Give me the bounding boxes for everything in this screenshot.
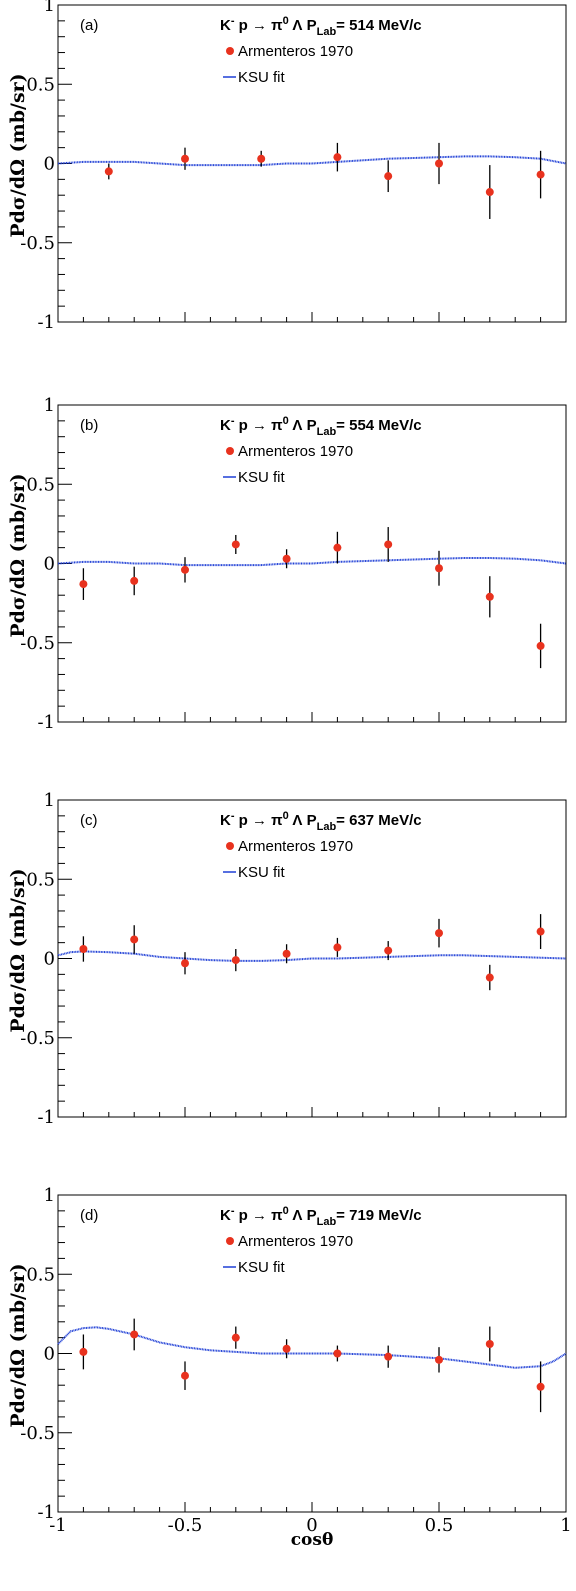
- y-axis-label: Pdσ/dΩ (mb/sr): [7, 473, 29, 637]
- legend-entry: Armenteros 1970: [238, 838, 353, 855]
- y-tick-label: -0.5: [20, 1028, 55, 1049]
- data-point: [384, 946, 393, 955]
- panel-label: (b): [80, 417, 98, 434]
- data-point: [435, 564, 443, 573]
- data-point: [181, 959, 189, 968]
- y-tick-label: 0: [44, 554, 55, 575]
- data-point: [130, 576, 139, 585]
- legend-entry: Armenteros 1970: [238, 43, 353, 60]
- series-line-ksu-fit: [57, 1326, 567, 1369]
- y-tick-label: -1: [37, 1502, 55, 1523]
- x-tick-label: 1: [560, 1515, 571, 1536]
- chart-panel-3: -1 -0.5 0 0.5 1 -1 -0.5 0 0.5 1 cosθ Pdσ/dΩ (mb/sr)…: [7, 1185, 572, 1550]
- legend-entry: KSU fit: [238, 864, 286, 881]
- reaction-label: K- p → π0 Λ PLab= 637 MeV/c: [220, 810, 422, 833]
- y-tick-label: 0.5: [26, 474, 55, 495]
- data-point: [282, 554, 291, 563]
- y-axis-label: Pdσ/dΩ (mb/sr): [7, 868, 29, 1032]
- data-point: [79, 580, 88, 589]
- data-point: [79, 1347, 88, 1356]
- reaction-label: K- p → π0 Λ PLab= 514 MeV/c: [220, 15, 422, 38]
- y-tick-label: 0: [44, 949, 55, 970]
- data-point: [130, 1330, 139, 1339]
- y-tick-label: -0.5: [20, 633, 55, 654]
- data-point: [181, 1371, 189, 1380]
- legend-marker: [226, 447, 234, 455]
- legend-entry: KSU fit: [238, 69, 286, 86]
- data-point: [485, 1339, 494, 1348]
- data-point: [536, 1382, 545, 1391]
- data-point: [130, 935, 139, 944]
- y-tick-label: -1: [37, 312, 55, 333]
- y-tick-label: 1: [44, 0, 55, 16]
- data-point: [231, 1333, 240, 1342]
- data-point: [231, 540, 240, 549]
- data-point: [485, 973, 494, 982]
- legend-marker: [226, 47, 234, 55]
- x-tick-label: -1: [49, 1515, 67, 1536]
- data-point: [435, 1355, 443, 1364]
- y-tick-label: -1: [37, 712, 55, 733]
- y-tick-label: 0: [44, 1344, 55, 1365]
- y-tick-label: 1: [44, 395, 55, 416]
- reaction-label: K- p → π0 Λ PLab= 554 MeV/c: [220, 415, 422, 438]
- data-point: [384, 172, 393, 181]
- legend-entry: Armenteros 1970: [238, 1233, 353, 1250]
- y-tick-label: -1: [37, 1107, 55, 1128]
- data-point: [104, 167, 113, 176]
- y-tick-label: 0.5: [26, 74, 55, 95]
- legend-entry: KSU fit: [238, 1259, 286, 1276]
- data-point: [181, 154, 189, 163]
- y-tick-label: 0.5: [26, 1264, 55, 1285]
- data-point: [282, 949, 291, 958]
- data-point: [536, 170, 545, 179]
- y-axis-label: Pdσ/dΩ (mb/sr): [7, 73, 29, 237]
- series-line-ksu-fit: [57, 557, 567, 567]
- y-tick-label: -0.5: [20, 233, 55, 254]
- data-point: [333, 1349, 342, 1358]
- data-point: [435, 929, 443, 938]
- y-tick-label: -0.5: [20, 1423, 55, 1444]
- x-tick-label: 0: [306, 1515, 317, 1536]
- panel-label: (d): [80, 1207, 98, 1224]
- legend-entry: Armenteros 1970: [238, 443, 353, 460]
- y-tick-label: 0: [44, 154, 55, 175]
- data-point: [333, 943, 342, 952]
- data-point: [485, 592, 494, 601]
- chart-panel-1: -1 -0.5 0 0.5 1 Pdσ/dΩ (mb/sr) (b) K- p → π0 Λ …: [7, 395, 567, 733]
- reaction-label: K- p → π0 Λ PLab= 719 MeV/c: [220, 1205, 422, 1228]
- data-point: [536, 927, 545, 936]
- y-axis-label: Pdσ/dΩ (mb/sr): [7, 1263, 29, 1427]
- y-tick-label: 1: [44, 790, 55, 811]
- panel-label: (a): [80, 17, 98, 34]
- chart-panel-2: -1 -0.5 0 0.5 1 Pdσ/dΩ (mb/sr) (c) K- p → π0 Λ …: [7, 790, 567, 1128]
- data-point: [435, 159, 443, 168]
- y-tick-label: 1: [44, 1185, 55, 1206]
- panel-label: (c): [80, 812, 98, 829]
- x-tick-label: 0.5: [425, 1515, 454, 1536]
- y-tick-label: 0.5: [26, 869, 55, 890]
- data-point: [485, 188, 494, 197]
- x-tick-label: -0.5: [168, 1515, 203, 1536]
- data-point: [79, 944, 88, 953]
- data-point: [282, 1344, 291, 1353]
- data-point: [231, 956, 240, 965]
- series-line-ksu-fit: [57, 950, 567, 962]
- data-point: [384, 540, 393, 549]
- data-point: [384, 1352, 393, 1361]
- chart-panel-0: -1 -0.5 0 0.5 1 Pdσ/dΩ (mb/sr) (a) K- p → π0 Λ …: [7, 0, 567, 333]
- x-axis-label: cosθ: [291, 1530, 334, 1550]
- data-point: [181, 565, 189, 574]
- legend-marker: [226, 1237, 234, 1245]
- data-point: [536, 641, 545, 650]
- series-line-ksu-fit: [57, 155, 567, 167]
- data-point: [333, 153, 342, 162]
- data-point: [333, 543, 342, 552]
- legend-marker: [226, 842, 234, 850]
- data-point: [257, 154, 266, 163]
- legend-entry: KSU fit: [238, 469, 286, 486]
